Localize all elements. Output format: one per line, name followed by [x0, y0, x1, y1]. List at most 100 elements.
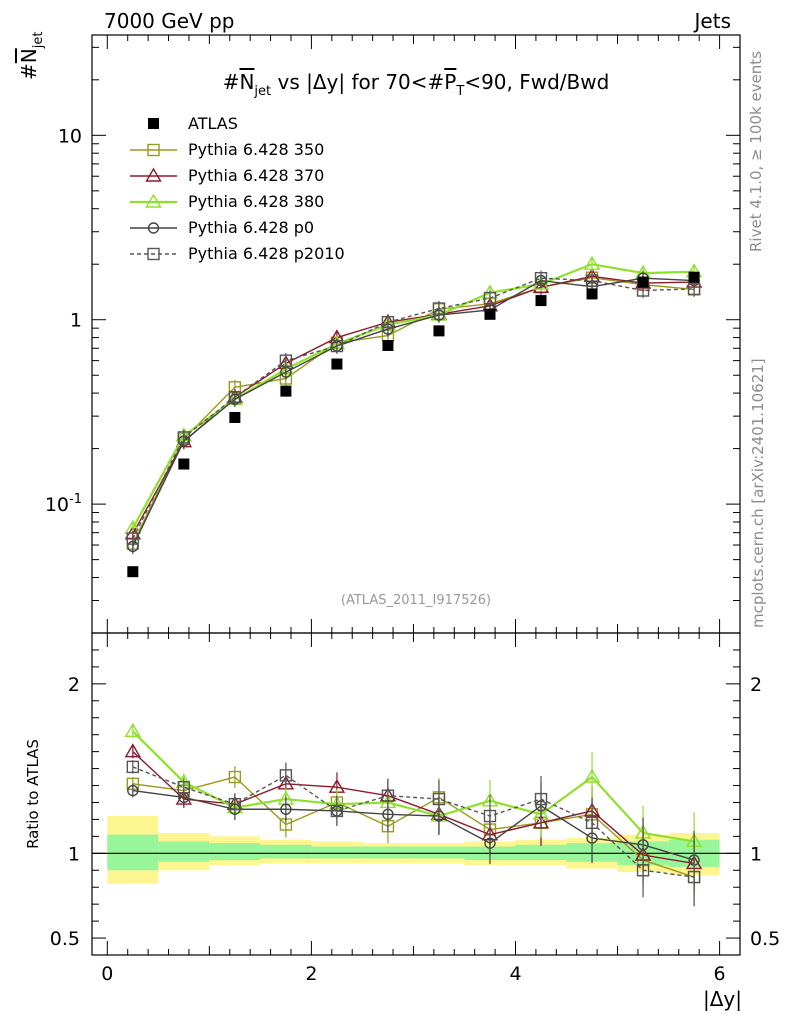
band-green: [362, 846, 414, 859]
series-point: [687, 282, 701, 296]
series-point: [532, 278, 550, 293]
series-point: [583, 255, 601, 270]
atlas-point: [586, 288, 598, 300]
ratio-point: [583, 768, 601, 783]
axis-tick-labels: 0 2 4 6 10-1 1 10 0.5 0.5 1 1 2 2: [45, 125, 780, 985]
plot-title: #Njet vs |Δy| for 70<#PT<90, Fwd/Bwd: [223, 70, 610, 99]
ratio-y-tick-label: 2: [68, 674, 80, 696]
analysis-tag: (ATLAS_2011_I917526): [341, 593, 491, 608]
ratio-line: [132, 789, 695, 861]
legend-marker: [147, 143, 160, 157]
legend-label-atlas: ATLAS: [188, 114, 238, 133]
y-tick-label: 1: [70, 310, 82, 332]
ratio-y-label: Ratio to ATLAS: [24, 739, 42, 849]
ratio-point: [534, 792, 548, 806]
main-series: [124, 255, 703, 554]
ratio-y-tick-label-right: 2: [750, 674, 762, 696]
y-tick-label: 10: [58, 125, 82, 147]
ratio-point: [126, 760, 140, 774]
series-line: [132, 277, 695, 547]
ratio-point: [124, 722, 142, 737]
ratio-point: [381, 789, 395, 802]
x-tick-label: 6: [714, 963, 726, 985]
legend-marker-atlas: [148, 118, 159, 129]
ratio-line: [132, 766, 695, 878]
ratio-y-tick-label: 0.5: [50, 928, 80, 950]
band-green: [311, 846, 363, 859]
atlas-point: [433, 325, 445, 337]
ratio-point: [483, 809, 497, 823]
atlas-point: [382, 339, 394, 351]
series-line: [132, 277, 695, 539]
band-green: [260, 844, 312, 859]
x-tick-label: 0: [101, 963, 113, 985]
ratio-series: [124, 722, 703, 907]
ratio-point: [228, 797, 242, 811]
series-point: [279, 354, 293, 367]
ratio-y-tick-label-right: 0.5: [750, 928, 780, 950]
series-point: [330, 339, 344, 353]
ratio-point: [280, 803, 292, 815]
ratio-point: [330, 804, 344, 818]
legend-marker: [145, 193, 162, 208]
series-point: [432, 302, 446, 315]
header-energy: 7000 GeV pp: [104, 9, 235, 33]
ratio-point: [585, 816, 599, 830]
legend: ATLAS Pythia 6.428 350 Pythia 6.428 370 Pyt…: [130, 114, 345, 263]
band-green: [515, 844, 567, 861]
band-green: [413, 846, 465, 859]
y-tick-label: 10-1: [45, 492, 82, 516]
series-point: [381, 315, 395, 329]
band-green: [158, 841, 210, 862]
ratio-line: [132, 776, 695, 878]
ratio-point: [177, 781, 191, 794]
series-line: [131, 263, 695, 529]
ratio-point: [127, 784, 139, 797]
x-axis-label: |Δy|: [703, 987, 742, 1011]
band-green: [107, 834, 159, 871]
atlas-point: [535, 295, 547, 307]
atlas-point: [637, 276, 649, 288]
series-point: [177, 431, 191, 444]
legend-label: Pythia 6.428 p0: [188, 218, 314, 237]
ratio-point: [124, 743, 142, 758]
rivet-label: Rivet 4.1.0, ≥ 100k events: [747, 51, 765, 252]
legend-label: Pythia 6.428 380: [188, 192, 324, 211]
x-tick-label: 2: [305, 963, 317, 985]
ratio-y-tick-label-right: 1: [750, 843, 762, 865]
atlas-point: [484, 308, 496, 320]
atlas-point: [688, 271, 700, 283]
legend-marker: [147, 247, 160, 261]
ratio-point: [432, 792, 446, 806]
atlas-point: [280, 385, 292, 397]
series-point: [228, 391, 242, 404]
x-tick-label: 4: [509, 963, 521, 985]
band-green: [209, 843, 261, 861]
ratio-line: [132, 730, 695, 843]
legend-label: Pythia 6.428 350: [188, 140, 324, 159]
ratio-point: [636, 864, 650, 877]
ratio-point: [687, 870, 701, 884]
legend-marker: [145, 167, 162, 182]
atlas-point: [127, 566, 139, 578]
series-point: [483, 291, 497, 305]
ratio-y-tick-label: 1: [68, 843, 80, 865]
atlas-data-points: [127, 271, 700, 578]
legend-marker: [147, 222, 160, 234]
mcplots-label: mcplots.cern.ch [arXiv:2401.10621]: [749, 358, 767, 628]
y-axis-label: #Njet: [17, 32, 46, 80]
axis-ticks: [92, 35, 740, 956]
ratio-point: [228, 770, 242, 784]
header-category: Jets: [693, 9, 731, 33]
atlas-point: [178, 458, 190, 470]
ratio-frame: [91, 632, 741, 956]
series-point: [534, 271, 548, 285]
ratio-point: [484, 837, 496, 849]
series-point: [585, 274, 599, 287]
legend-label: Pythia 6.428 370: [188, 166, 324, 185]
atlas-point: [229, 411, 241, 423]
legend-label: Pythia 6.428 p2010: [188, 244, 345, 263]
atlas-point: [331, 358, 343, 370]
series-point: [126, 532, 140, 545]
